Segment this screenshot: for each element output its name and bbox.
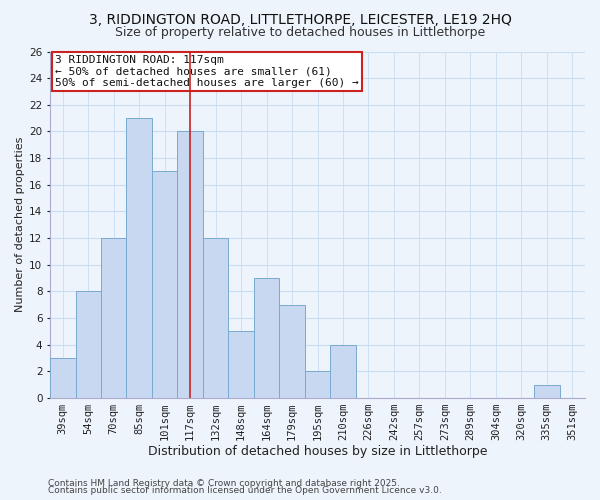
Bar	[305, 372, 330, 398]
Y-axis label: Number of detached properties: Number of detached properties	[15, 137, 25, 312]
Bar	[76, 292, 101, 398]
Bar	[178, 132, 203, 398]
Bar	[280, 304, 305, 398]
Bar	[229, 332, 254, 398]
Text: Contains HM Land Registry data © Crown copyright and database right 2025.: Contains HM Land Registry data © Crown c…	[48, 478, 400, 488]
Bar	[254, 278, 280, 398]
Text: Contains public sector information licensed under the Open Government Licence v3: Contains public sector information licen…	[48, 486, 442, 495]
Bar	[330, 344, 356, 398]
Text: 3 RIDDINGTON ROAD: 117sqm
← 50% of detached houses are smaller (61)
50% of semi-: 3 RIDDINGTON ROAD: 117sqm ← 50% of detac…	[55, 55, 359, 88]
X-axis label: Distribution of detached houses by size in Littlethorpe: Distribution of detached houses by size …	[148, 444, 487, 458]
Bar	[203, 238, 229, 398]
Bar	[152, 172, 178, 398]
Bar	[101, 238, 127, 398]
Bar	[127, 118, 152, 398]
Text: 3, RIDDINGTON ROAD, LITTLETHORPE, LEICESTER, LE19 2HQ: 3, RIDDINGTON ROAD, LITTLETHORPE, LEICES…	[89, 12, 511, 26]
Bar	[50, 358, 76, 398]
Bar	[534, 384, 560, 398]
Text: Size of property relative to detached houses in Littlethorpe: Size of property relative to detached ho…	[115, 26, 485, 39]
